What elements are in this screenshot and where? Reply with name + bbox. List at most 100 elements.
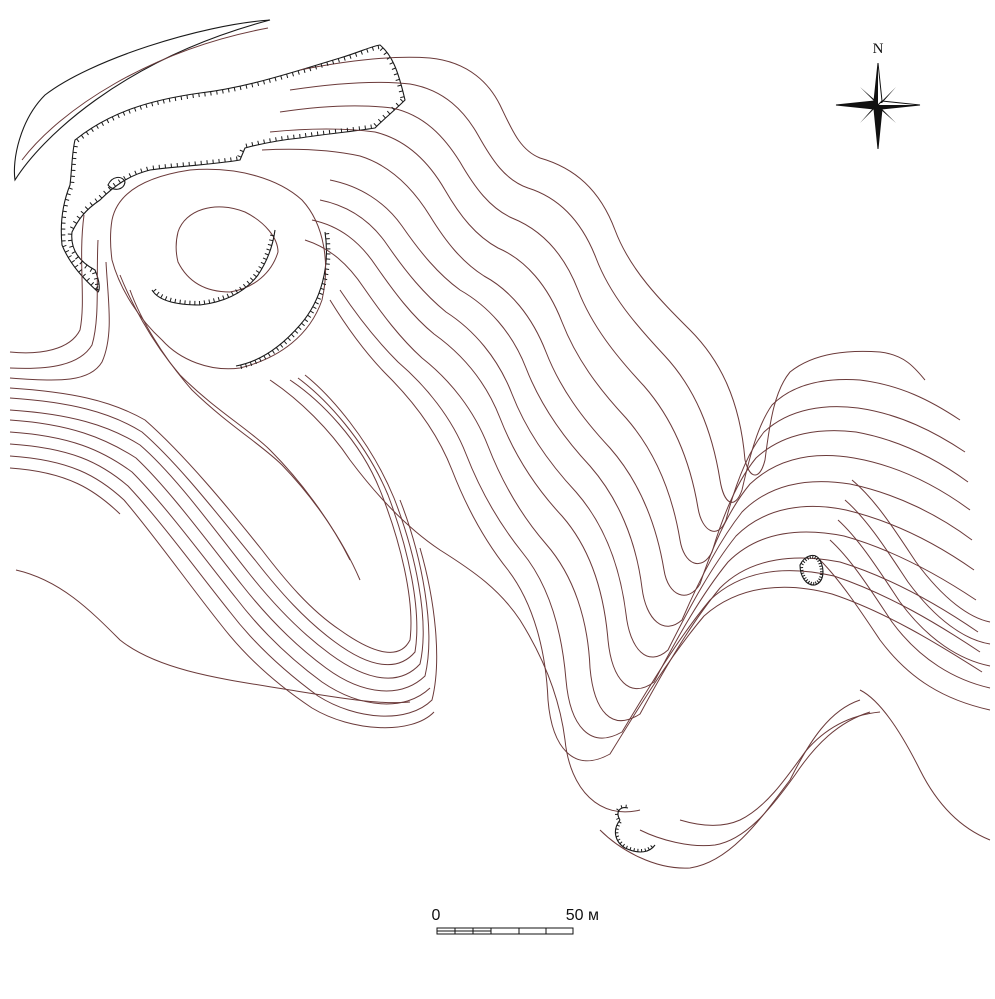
hachure-tick <box>224 158 226 163</box>
hachure-tick <box>76 215 81 219</box>
hachure-tick <box>629 847 632 851</box>
hachure-tick <box>239 286 243 291</box>
hachure-tick <box>222 89 224 94</box>
hachure-tick <box>73 145 78 148</box>
hachure-tick <box>398 90 403 93</box>
summit-hill <box>110 168 327 370</box>
hachure-tick <box>84 206 89 210</box>
hachure-tick <box>400 96 405 99</box>
hachure-tick <box>334 129 337 134</box>
cliff-southwest <box>614 554 824 853</box>
hachure-tick <box>307 314 312 318</box>
hachure-tick <box>251 83 254 88</box>
hachure-tick <box>819 573 823 576</box>
hachure-tick <box>802 574 806 577</box>
hachure-tick <box>134 170 137 175</box>
hachure-tick <box>94 286 99 290</box>
hachure-tick <box>620 805 623 809</box>
hachure-tick <box>269 138 271 143</box>
hachure-tick <box>364 125 366 130</box>
hachure-tick <box>815 557 819 561</box>
hachure-tick <box>239 149 244 153</box>
hachure-tick <box>279 343 284 348</box>
hachure-tick <box>79 260 83 265</box>
hachure-tick <box>62 244 67 248</box>
hachure-tick <box>349 54 352 59</box>
hachure-tick <box>397 84 402 87</box>
scale-end-label: 50 м <box>566 907 599 924</box>
hachure-tick <box>134 107 137 112</box>
hachure-tick <box>253 273 257 278</box>
hachure-tick <box>275 137 277 142</box>
hachure-tick <box>343 56 346 61</box>
hachure-tick <box>260 261 265 265</box>
hachure-tick <box>304 318 309 323</box>
hachure-tick <box>389 62 394 65</box>
hachure-tick <box>806 556 810 560</box>
north-label: N <box>873 41 884 57</box>
hachure-tick <box>146 166 149 171</box>
hachure-tick <box>156 291 160 296</box>
hachure-tick <box>169 297 172 302</box>
hachure-tick <box>101 121 104 126</box>
hachure-tick <box>373 123 378 127</box>
hachure-tick <box>245 84 248 89</box>
hachure-tick <box>255 270 260 274</box>
hachure-tick <box>615 835 620 838</box>
hachure-tick <box>235 289 239 294</box>
hachure-tick <box>84 264 88 269</box>
hachure-tick <box>263 80 265 85</box>
hachure-tick <box>399 98 404 103</box>
hachure-tick <box>332 60 335 65</box>
hachure-tick <box>281 136 283 141</box>
hachure-tick <box>386 110 391 115</box>
hachure-tick <box>218 158 220 163</box>
hachure-tick <box>393 73 398 76</box>
hachure-tick <box>818 562 822 565</box>
hachure-tick <box>168 98 171 103</box>
hachure-tick <box>804 558 808 562</box>
hachure-tick <box>107 186 112 191</box>
hachure-tick <box>152 165 155 170</box>
hachure-tick <box>325 268 330 270</box>
hachure-tick <box>268 78 271 83</box>
hachure-tick <box>237 155 242 158</box>
hachure-tick <box>68 187 73 190</box>
hachure-tick <box>204 92 206 97</box>
hachure-tick <box>174 97 177 102</box>
hachure-tick <box>287 337 291 341</box>
hachure-tick <box>275 347 280 351</box>
north-arrow: N <box>835 41 921 150</box>
hachure-tick <box>322 130 325 135</box>
hachure-tick <box>236 156 238 161</box>
scale-bar: 0 50 м <box>432 907 599 935</box>
hachure-tick <box>395 102 400 107</box>
hachure-tick <box>76 138 80 143</box>
hachure-tick <box>318 292 323 295</box>
hachure-tick <box>249 361 253 366</box>
hachure-tick <box>366 48 369 53</box>
hachure-tick <box>240 364 243 370</box>
hachure-tick <box>813 555 817 560</box>
hachure-tick <box>382 114 386 119</box>
hachure-tick <box>145 103 148 109</box>
hachure-tick <box>291 72 294 77</box>
hachure-tick <box>139 105 142 110</box>
hachure-tick <box>650 845 654 848</box>
hachure-tick <box>267 243 272 246</box>
hachure-tick <box>819 576 823 579</box>
hachure-tick <box>73 220 77 224</box>
hachure-tick <box>817 559 821 562</box>
hachure-tick <box>92 272 97 275</box>
hachure-tick <box>644 848 647 852</box>
hachure-tick <box>647 847 650 851</box>
hachure-tick <box>246 280 251 285</box>
hachure-tick <box>377 45 380 50</box>
hachure-tick <box>286 73 289 79</box>
hachure-tick <box>391 67 396 70</box>
hachure-tick <box>293 134 295 139</box>
hachure-tick <box>257 81 260 87</box>
hachure-tick <box>157 100 159 106</box>
hachure-tick <box>243 283 247 288</box>
